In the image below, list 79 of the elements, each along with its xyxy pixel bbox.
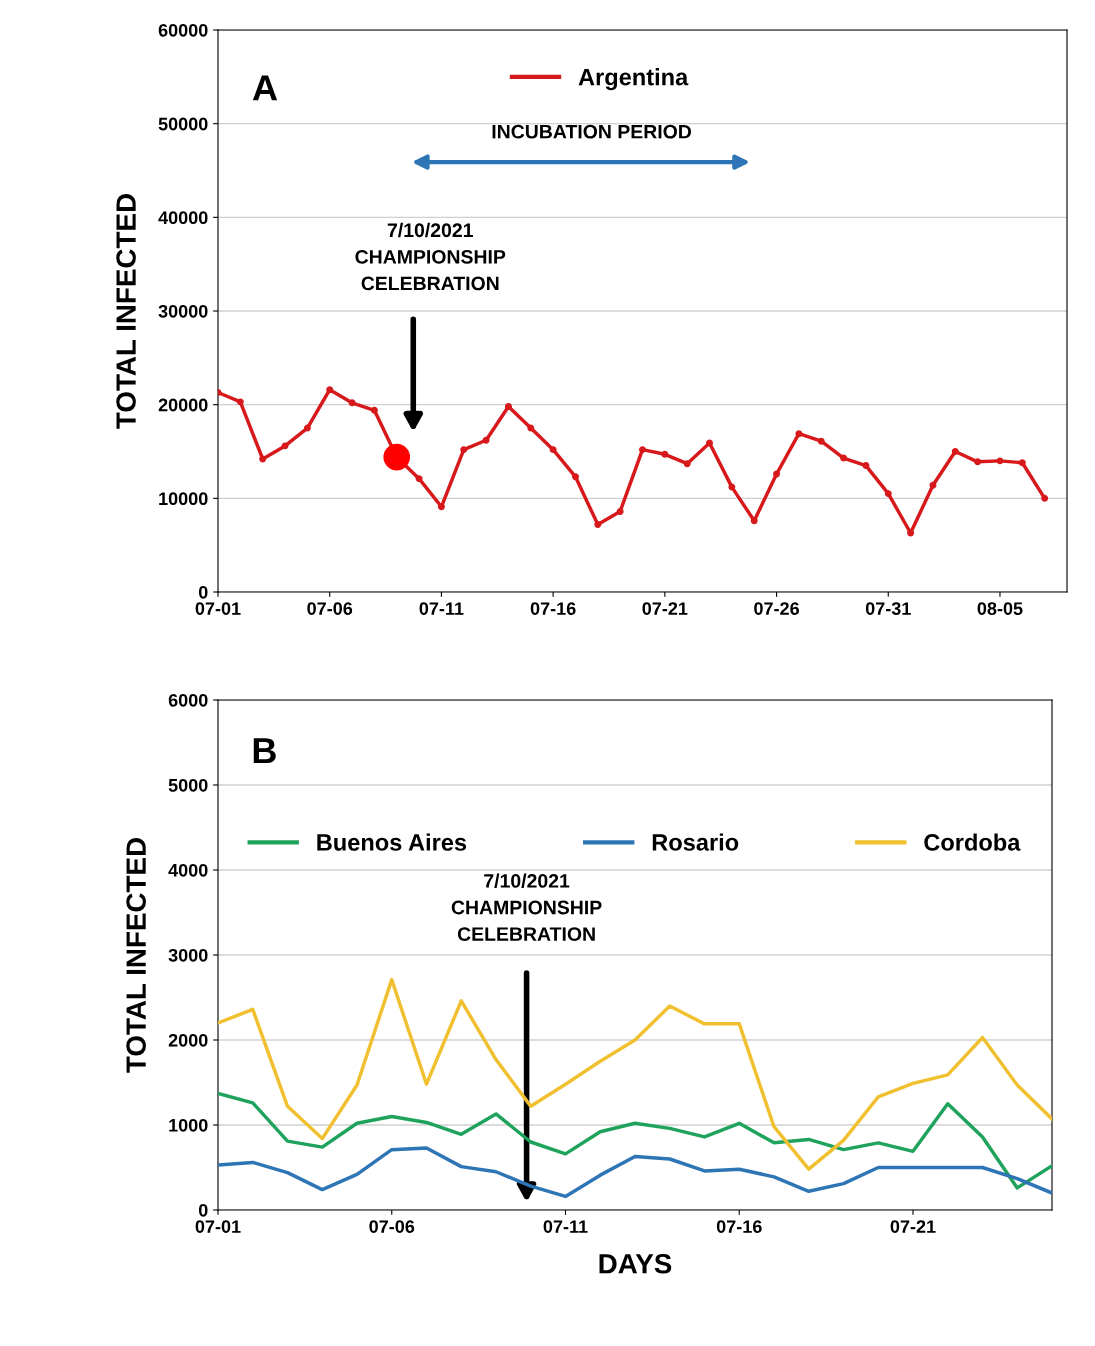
x-tick-label: 07-31: [865, 602, 911, 616]
legend-label: Cordoba: [924, 833, 1021, 851]
legend-label: Rosario: [652, 833, 739, 851]
point: [572, 473, 579, 481]
point: [616, 507, 624, 515]
point: [951, 448, 959, 455]
y-tick-label: 2000: [168, 1033, 208, 1047]
x-tick-label: 07-01: [195, 1220, 241, 1233]
point: [259, 455, 267, 463]
x-tick-label: 07-06: [369, 1220, 415, 1233]
point: [728, 483, 736, 491]
point: [706, 439, 713, 447]
x-tick-label: 07-11: [543, 1220, 588, 1233]
point: [348, 399, 356, 407]
line-series: [218, 977, 1052, 1171]
point: [1041, 494, 1049, 502]
y-axis-title: TOTAL INFECTED: [126, 838, 146, 1073]
point: [482, 436, 490, 444]
x-axis-title: DAYS: [599, 1253, 672, 1274]
y-tick-label: 0: [198, 585, 208, 599]
legend-label: Argentina: [578, 68, 689, 91]
text: B: [253, 738, 276, 764]
x-tick-label: 07-06: [307, 602, 353, 615]
point: [236, 398, 244, 406]
y-tick-label: 10000: [159, 492, 208, 506]
line-series: [218, 1091, 1052, 1190]
point: [527, 424, 535, 432]
point: [773, 470, 781, 478]
y-tick-label: 6000: [168, 693, 208, 707]
point: [594, 521, 602, 529]
annotation: INCUBATION PERIOD: [492, 124, 692, 139]
point: [415, 475, 423, 483]
point: [929, 481, 937, 489]
annotation: 7/10/2021 CHAMPIONSHIP CELEBRATION: [451, 873, 602, 941]
point: [1018, 459, 1026, 467]
point: [661, 450, 669, 458]
text: A: [252, 75, 278, 101]
x-tick-label: 08-05: [977, 602, 1023, 615]
y-tick-label: 20000: [158, 398, 208, 412]
point: [840, 454, 848, 462]
y-tick-label: 3000: [168, 948, 208, 962]
x-tick-label: 07-01: [195, 602, 241, 615]
point: [884, 490, 892, 498]
point: [683, 460, 691, 468]
x-tick-label: 07-21: [890, 1220, 936, 1233]
y-tick-label: 5000: [168, 778, 208, 792]
y-tick-label: 30000: [158, 304, 208, 318]
point: [303, 424, 311, 432]
x-tick-label: 07-21: [642, 602, 688, 615]
point: [996, 457, 1004, 465]
point: [437, 503, 445, 511]
y-tick-label: 60000: [158, 23, 208, 37]
point: [862, 462, 870, 470]
point: [750, 517, 758, 525]
point: [639, 446, 646, 454]
y-tick-label: 40000: [158, 211, 208, 225]
y-tick-label: 50000: [158, 117, 208, 131]
x-tick-label: 07-11: [419, 602, 464, 615]
point: [281, 442, 289, 450]
point: [907, 529, 915, 537]
y-tick-label: 4000: [168, 863, 208, 877]
point: [326, 386, 334, 394]
point: [795, 430, 803, 438]
x-tick-label: 07-16: [530, 602, 576, 615]
point: [974, 458, 982, 466]
point: [383, 443, 411, 471]
x-tick-label: 07-26: [754, 602, 799, 615]
y-tick-label: 0: [198, 1203, 208, 1217]
y-tick-label: 1000: [169, 1118, 208, 1132]
point: [549, 446, 557, 454]
y-axis-title: TOTAL INFECTED: [116, 194, 136, 429]
line-series: [218, 1146, 1052, 1199]
x-tick-label: 07-16: [716, 1220, 762, 1233]
point: [504, 403, 512, 411]
annotation: 7/10/2021 CHAMPIONSHIP CELEBRATION: [355, 222, 506, 291]
legend-label: Buenos Aires: [317, 833, 467, 851]
point: [817, 437, 825, 445]
point: [370, 406, 378, 414]
point: [460, 446, 468, 454]
